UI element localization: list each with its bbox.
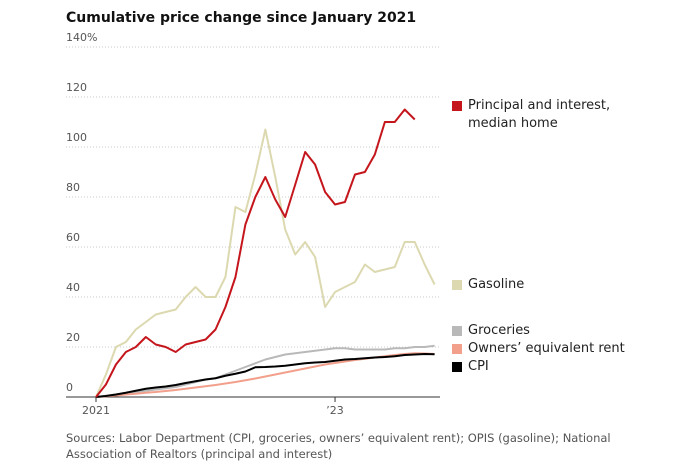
legend-item: Gasoline <box>452 276 628 294</box>
legend-label: Owners’ equivalent rent <box>468 341 625 356</box>
series-line <box>95 128 436 398</box>
legend-label: CPI <box>468 359 489 374</box>
legend-label: Principal and interest, median home <box>468 98 611 131</box>
legend-item: Groceries <box>452 322 628 340</box>
legend-item: Principal and interest, median home <box>452 97 628 133</box>
chart-title: Cumulative price change since January 20… <box>66 10 417 26</box>
legend-label: Groceries <box>468 323 530 338</box>
legend-item: Owners’ equivalent rent <box>452 340 628 358</box>
y-tick-label: 60 <box>66 231 80 244</box>
legend-item: CPI <box>452 358 628 376</box>
source-note: Sources: Labor Department (CPI, grocerie… <box>66 431 611 461</box>
y-tick-label: 100 <box>66 131 87 144</box>
y-tick-label: 120 <box>66 81 87 94</box>
y-tick-label: 40 <box>66 281 80 294</box>
y-tick-label: 80 <box>66 181 80 194</box>
y-tick-label: 140% <box>66 31 97 44</box>
x-tick-label: 2021 <box>82 404 110 417</box>
x-tick-label: ’23 <box>326 404 344 417</box>
legend-swatch <box>452 101 462 111</box>
legend-swatch <box>452 362 462 372</box>
y-tick-label: 20 <box>66 331 80 344</box>
series-line <box>95 344 435 398</box>
series-line <box>95 353 435 398</box>
legend-swatch <box>452 344 462 354</box>
legend-swatch <box>452 326 462 336</box>
series-line <box>95 108 416 398</box>
y-tick-label: 0 <box>66 381 73 394</box>
legend-label: Gasoline <box>468 277 525 292</box>
legend-swatch <box>452 280 462 290</box>
